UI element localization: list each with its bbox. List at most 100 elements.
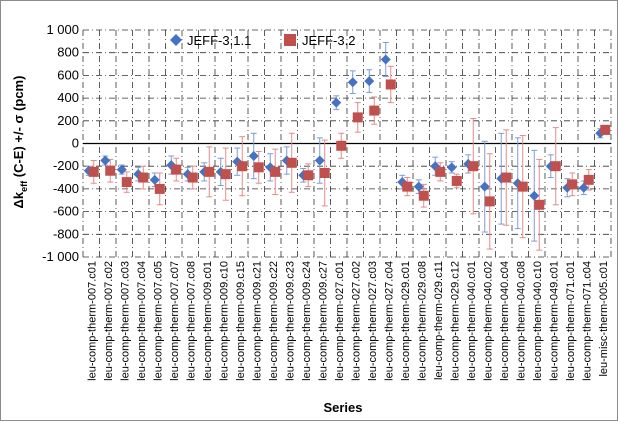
data-point-jeff-311 [347,77,358,88]
x-tick-label: leu-comp-therm-009.c10 [218,261,230,381]
data-point-jeff-32 [402,181,413,192]
x-tick-label: leu-comp-therm-071.c01 [565,261,577,381]
data-point-jeff-32 [352,112,363,123]
x-tick-label: leu-comp-therm-009.c24 [301,261,313,381]
x-tick-label: leu-comp-therm-007.c02 [103,261,115,381]
x-tick-label: leu-comp-therm-029.c08 [416,261,428,381]
data-point-jeff-32 [319,168,330,179]
data-point-jeff-311 [364,76,375,87]
x-tick-label: leu-comp-therm-007.c01 [86,261,98,381]
y-tick-label: -600 [53,204,79,219]
legend: JEFF-3.1.1 JEFF-3.2 [170,33,355,48]
y-tick-label: 1 000 [46,22,79,37]
data-point-jeff-32 [600,124,611,135]
x-tick-label: leu-comp-therm-009.c21 [251,261,263,381]
data-point-jeff-311 [149,174,160,185]
y-tick-label: -1 000 [42,249,79,264]
data-point-jeff-32 [286,157,297,168]
y-tick-label: 800 [57,45,79,60]
x-tick-label: leu-comp-therm-009.c15 [235,261,247,381]
data-point-jeff-32 [105,165,116,176]
x-tick-label: leu-comp-therm-009.c23 [284,261,296,381]
data-point-jeff-32 [501,172,512,183]
y-axis-title-main: Δk [11,191,26,208]
data-point-jeff-32 [534,199,545,210]
data-point-jeff-32 [154,183,165,194]
data-point-jeff-32 [204,166,215,177]
legend-label-jeff-311: JEFF-3.1.1 [187,33,251,48]
x-tick-label: leu-comp-therm-049.c01 [548,261,560,381]
data-point-jeff-311 [314,155,325,166]
x-tick-label: leu-comp-therm-071.c04 [581,261,593,381]
data-point-jeff-311 [116,164,127,175]
legend-diamond-icon [170,34,182,46]
data-point-jeff-32 [237,161,248,172]
data-point-jeff-311 [479,181,490,192]
data-point-jeff-32 [121,177,132,188]
y-tick-label: -400 [53,181,79,196]
y-tick-labels: 1 000 800 600 400 200 0 -200 -400 -600 -800 -1 000 [42,22,79,264]
data-point-jeff-32 [468,161,479,172]
x-tick-label: leu-comp-therm-009.c22 [268,261,280,381]
data-point-jeff-311 [578,182,589,193]
x-tick-label: leu-comp-therm-007.c08 [185,261,197,381]
x-tick-label: leu-comp-therm-040.c01 [466,261,478,381]
x-tick-labels: leu-comp-therm-007.c01 leu-comp-therm-007… [86,261,610,381]
data-point-jeff-32 [385,79,396,90]
y-axis-title: Δkeff (C-E) +/- σ (pcm) [11,76,29,209]
data-point-jeff-32 [550,161,561,172]
y-tick-label: 200 [57,113,79,128]
x-tick-label: leu-comp-therm-040.c10 [532,261,544,381]
data-point-jeff-311 [446,162,457,173]
legend-square-icon [284,34,296,46]
x-tick-label: leu-comp-therm-040.c08 [515,261,527,381]
data-point-jeff-311 [331,97,342,108]
data-point-jeff-32 [88,166,99,177]
y-tick-label: 400 [57,90,79,105]
data-point-jeff-32 [484,196,495,207]
data-point-jeff-311 [413,181,424,192]
data-point-jeff-32 [583,174,594,185]
data-point-jeff-32 [253,162,264,173]
data-point-jeff-32 [567,179,578,190]
legend-item-jeff-311: JEFF-3.1.1 [170,33,251,48]
data-point-jeff-32 [171,164,182,175]
data-point-jeff-311 [100,155,111,166]
data-point-jeff-32 [187,172,198,183]
data-point-jeff-32 [369,105,380,116]
y-tick-label: 600 [57,67,79,82]
x-tick-label: leu-comp-therm-027.c04 [383,261,395,381]
x-tick-label: leu-comp-therm-009.c01 [202,261,214,381]
x-tick-label: leu-comp-therm-027.c03 [367,261,379,381]
x-tick-label: leu-comp-therm-029.c12 [449,261,461,381]
x-tick-label: leu-comp-therm-007.c07 [169,261,181,381]
data-point-jeff-32 [435,166,446,177]
x-tick-label: leu-comp-therm-007.c05 [152,261,164,381]
y-tick-label: 0 [72,136,79,151]
x-tick-label: leu-comp-therm-009.c27 [317,261,329,381]
x-tick-label: leu-comp-therm-007.c03 [119,261,131,381]
x-tick-label: leu-comp-therm-040.c02 [482,261,494,381]
data-point-jeff-311 [248,150,259,161]
data-points [83,54,611,210]
data-point-jeff-311 [380,54,391,65]
data-point-jeff-32 [418,190,429,201]
y-axis-title-rest: (C-E) +/- σ (pcm) [11,76,26,181]
x-tick-label: leu-comp-therm-029.c11 [433,261,445,380]
legend-label-jeff-32: JEFF-3.2 [302,33,355,48]
data-point-jeff-32 [451,175,462,186]
legend-item-jeff-32: JEFF-3.2 [284,33,355,48]
data-point-jeff-311 [529,190,540,201]
x-tick-label: leu-misc-therm-005.c01 [598,261,610,377]
y-tick-label: -800 [53,226,79,241]
data-point-jeff-32 [220,169,231,180]
data-point-jeff-32 [517,181,528,192]
y-tick-label: -200 [53,158,79,173]
x-axis-title: Series [323,400,362,415]
data-point-jeff-32 [336,140,347,151]
x-tick-label: leu-comp-therm-027.c02 [350,261,362,381]
y-axis-title-subscript: eff [19,180,29,192]
data-point-jeff-32 [270,166,281,177]
